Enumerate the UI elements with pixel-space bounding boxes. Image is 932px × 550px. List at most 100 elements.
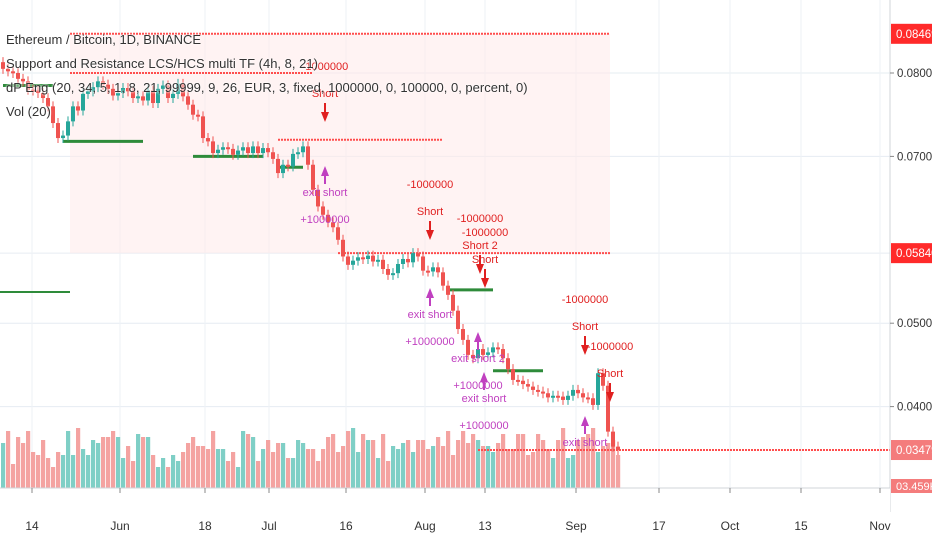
volume-bar <box>356 452 361 488</box>
symbol-title[interactable]: Ethereum / Bitcoin, 1D, BINANCE <box>6 32 202 47</box>
volume-bar <box>536 434 541 488</box>
volume-bar <box>496 443 501 488</box>
volume-bar <box>131 461 136 488</box>
indicator-vol-label[interactable]: Vol (20) <box>6 104 51 119</box>
short-arrow-icon <box>426 230 434 240</box>
volume-bar <box>611 440 616 488</box>
resistance-zone <box>70 33 610 254</box>
volume-bar <box>176 461 181 488</box>
candle-body <box>561 396 565 400</box>
candle-body <box>76 106 80 111</box>
time-axis-bg <box>0 488 890 550</box>
candle-body <box>346 256 350 265</box>
volume-bar <box>311 449 316 488</box>
candle-body <box>531 386 535 390</box>
chart-legend: Ethereum / Bitcoin, 1D, BINANCE Support … <box>6 28 528 124</box>
candle-body <box>6 68 10 72</box>
candle-body <box>311 164 315 190</box>
candle-body <box>66 121 70 136</box>
volume-bar <box>431 446 436 488</box>
volume-bar <box>321 449 326 488</box>
exit-arrow-icon <box>581 416 589 426</box>
candle-body <box>201 116 205 139</box>
candle-body <box>36 90 40 94</box>
candle-body <box>301 146 305 153</box>
volume-bar <box>86 455 91 488</box>
candle-body <box>176 83 180 94</box>
volume-bar <box>116 437 121 488</box>
volume-bar <box>41 440 46 488</box>
indicator-sr-label[interactable]: Support and Resistance LCS/HCS multi TF … <box>6 56 318 71</box>
volume-bar <box>546 449 551 488</box>
exit-arrow-icon <box>480 372 488 382</box>
candle-body <box>586 397 590 400</box>
volume-bar <box>96 443 101 488</box>
price-tick-label: 0.070000 <box>897 151 932 163</box>
candle-body <box>491 347 495 353</box>
candle-body <box>351 260 355 265</box>
volume-bar <box>401 443 406 488</box>
candle-body <box>281 164 285 174</box>
volume-bar <box>306 449 311 488</box>
candle-body <box>226 147 230 150</box>
volume-bar <box>151 455 156 488</box>
time-tick-label: Sep <box>565 519 587 533</box>
volume-bar <box>26 431 31 488</box>
volume-bar <box>521 434 526 488</box>
candle-body <box>31 89 35 92</box>
candle-body <box>241 147 245 151</box>
volume-bar <box>206 449 211 488</box>
time-tick-label: Oct <box>721 519 740 533</box>
candle-body <box>266 148 270 153</box>
volume-bar <box>541 440 546 488</box>
candle-body <box>291 153 295 167</box>
volume-bar <box>301 443 306 488</box>
candle-body <box>596 373 600 405</box>
candle-body <box>451 294 455 311</box>
volume-bar <box>436 437 441 488</box>
time-tick-label: 13 <box>478 519 492 533</box>
time-tick-label: Jul <box>261 519 276 533</box>
volume-bar <box>161 458 166 488</box>
candle-body <box>71 106 75 122</box>
candle-body <box>26 81 30 90</box>
short-amount-label: -1000000 <box>462 227 509 239</box>
candle-body <box>336 227 340 240</box>
candle-body <box>426 270 430 273</box>
volume-bar <box>36 455 41 488</box>
volume-bar <box>421 440 426 488</box>
candle-body <box>276 158 280 174</box>
volume-bar <box>71 455 76 488</box>
short-amount-label: -1000000 <box>457 213 504 225</box>
price-badge-label: 0.034794 <box>896 445 932 457</box>
short-signal-label: Short <box>312 88 338 100</box>
exit-arrow-icon <box>321 166 329 176</box>
candle-body <box>436 267 440 273</box>
exit-signal-label: exit short <box>408 309 453 321</box>
candle-body <box>161 85 165 89</box>
indicator-dp-label[interactable]: dP Eng (20, 34, 5, 1, 8, 21, 99999, 9, 2… <box>6 80 528 95</box>
volume-bar <box>11 464 16 488</box>
candle-body <box>231 148 235 155</box>
price-tick-label: 0.040000 <box>897 402 932 414</box>
volume-bar <box>416 440 421 488</box>
exit-amount-label: +1000000 <box>459 420 508 432</box>
candle-body <box>136 96 140 99</box>
volume-bar <box>386 461 391 488</box>
volume-bar <box>381 434 386 488</box>
volume-bar <box>511 449 516 488</box>
volume-bar <box>361 434 366 488</box>
candle-body <box>116 93 120 96</box>
candle-body <box>541 391 545 394</box>
candle-body <box>121 88 125 94</box>
volume-bar <box>446 431 451 488</box>
short-signal-label: Short <box>417 206 443 218</box>
volume-bar <box>91 440 96 488</box>
volume-bar <box>146 437 151 488</box>
candle-body <box>261 148 265 154</box>
volume-bar <box>216 449 221 488</box>
volume-bar <box>371 440 376 488</box>
candle-body <box>371 255 375 262</box>
volume-bar <box>46 458 51 488</box>
